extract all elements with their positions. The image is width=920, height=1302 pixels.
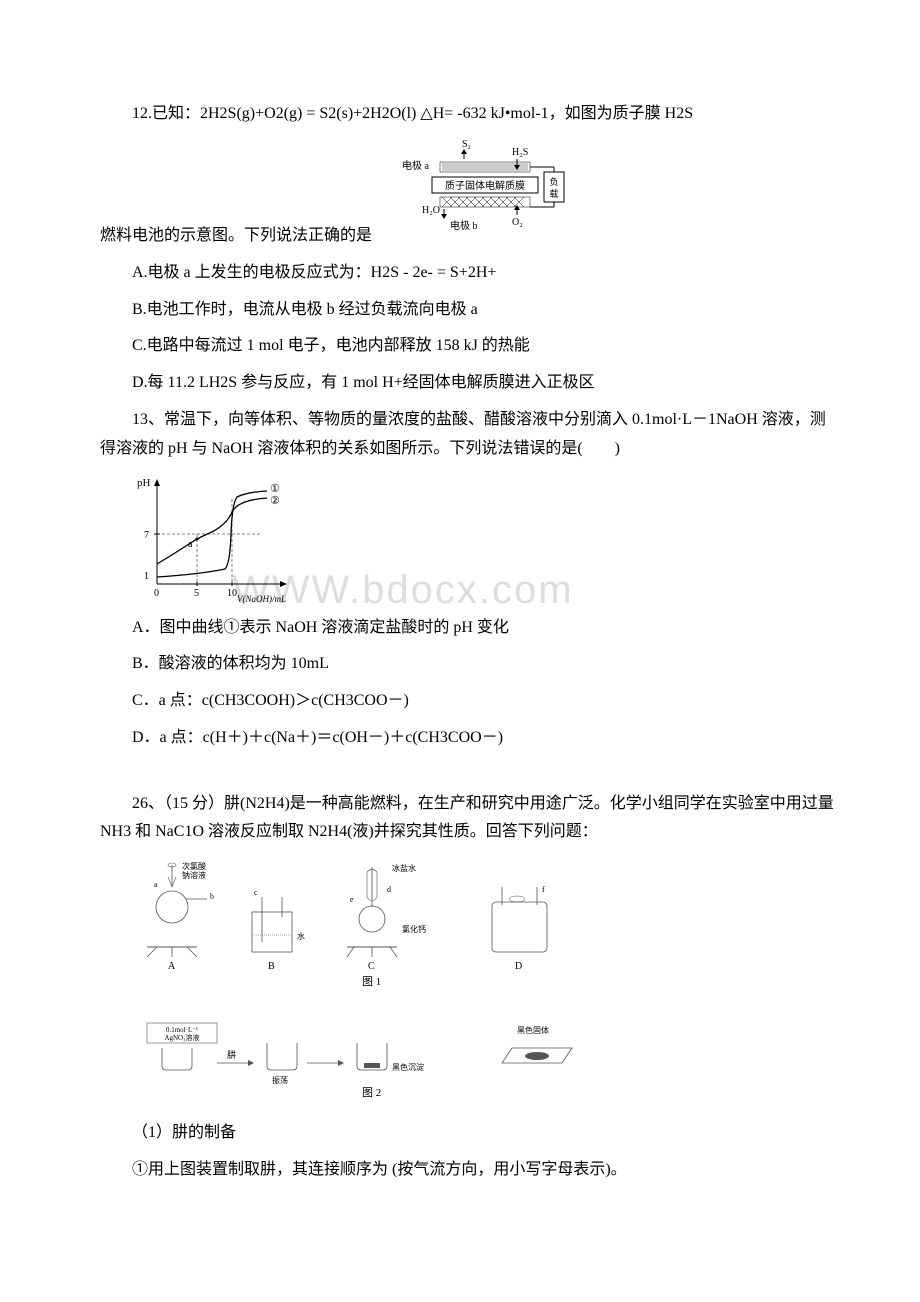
svg-text:5: 5	[194, 588, 199, 599]
svg-text:AgNO₃溶液: AgNO₃溶液	[164, 1033, 199, 1042]
q12-stem-part1: 12.已知：2H2S(g)+O2(g) = S2(s)+2H2O(l) △H= …	[132, 105, 693, 122]
q13-optC: C．a 点：c(CH3COOH)＞c(CH3COO－)	[132, 692, 409, 709]
q12-optC: C.电路中每流过 1 mol 电子，电池内部释放 158 kJ 的热能	[132, 337, 530, 354]
svg-text:C: C	[368, 961, 375, 972]
q13-stem: 13、常温下，向等体积、等物质的量浓度的盐酸、醋酸溶液中分别滴入 0.1mol·…	[100, 411, 826, 457]
svg-text:振荡: 振荡	[272, 1075, 288, 1085]
svg-text:7: 7	[144, 530, 149, 541]
svg-text:0: 0	[154, 588, 159, 599]
svg-text:黑色固体: 黑色固体	[517, 1025, 549, 1035]
svg-text:a: a	[154, 880, 158, 889]
membrane-label: 质子固体电解质膜	[445, 179, 525, 192]
apparatus-fig2: 0.1mol·L⁻¹ AgNO₃溶液 肼 振荡 黑色沉淀 黑色固体 图 2	[132, 1008, 632, 1109]
load-label-2: 载	[550, 188, 559, 199]
electrode-a-label: 电极 a	[402, 159, 429, 172]
q12-optD: D.每 11.2 LH2S 参与反应，有 1 mol H+经固体电解质膜进入正极…	[132, 374, 595, 391]
svg-text:B: B	[268, 961, 275, 972]
q12-stem-part2: 燃料电池的示意图。下列说法正确的是	[100, 222, 372, 251]
svg-text:10: 10	[227, 588, 237, 599]
svg-text:b: b	[210, 892, 214, 901]
ph-xlabel: V(NaOH)/mL	[237, 594, 286, 604]
svg-text:肼: 肼	[227, 1049, 236, 1060]
s2-label: S₂	[462, 139, 471, 150]
h2s-label: H₂S	[512, 147, 528, 158]
svg-text:D: D	[515, 961, 522, 972]
h2o-label: H₂O	[422, 205, 440, 216]
svg-text:A: A	[168, 961, 176, 972]
svg-text:a: a	[188, 539, 193, 550]
svg-text:①: ①	[270, 483, 280, 495]
load-label-1: 负	[550, 176, 559, 187]
apparatus-D: f D	[492, 885, 547, 972]
svg-text:0.1mol·L⁻¹: 0.1mol·L⁻¹	[166, 1026, 198, 1034]
apparatus-fig1: 次氯酸 钠溶液 a b A c 水 B 冰盐水	[132, 857, 632, 998]
ph-chart: pH 7 1 0 5 10 V(NaOH)/mL ① ② a WWW.bdocx…	[132, 474, 312, 604]
o2-label: O₂	[512, 217, 523, 228]
fig1-caption: 图 1	[362, 975, 381, 987]
electrode-b-label: 电极 b	[450, 219, 478, 232]
q12-optB: B.电池工作时，电流从电极 b 经过负载流向电极 a	[132, 301, 478, 318]
svg-text:d: d	[387, 885, 391, 894]
apparatus-A: 次氯酸 钠溶液 a b A	[147, 861, 214, 972]
q26-sub1-title: （1）肼的制备	[132, 1124, 236, 1141]
svg-text:冰盐水: 冰盐水	[392, 863, 416, 873]
q13-optB: B．酸溶液的体积均为 10mL	[132, 655, 329, 672]
q26-stem: 26、（15 分）肼(N2H4)是一种高能燃料，在生产和研究中用途广泛。化学小组…	[100, 795, 834, 841]
apparatus-B: c 水 B	[252, 888, 305, 972]
svg-text:水: 水	[297, 931, 305, 941]
svg-text:e: e	[350, 895, 354, 904]
fuel-cell-diagram: S₂ H₂S 电极 a 质子固体电解质膜	[372, 137, 572, 251]
svg-text:黑色沉淀: 黑色沉淀	[392, 1062, 424, 1072]
svg-text:次氯酸: 次氯酸	[182, 861, 206, 871]
q26-sub1-q1: ①用上图装置制取肼，其连接顺序为 (按气流方向，用小写字母表示)。	[132, 1161, 627, 1178]
svg-text:②: ②	[270, 495, 280, 507]
apparatus-C: 冰盐水 d e 氯化钙 C	[347, 863, 426, 972]
svg-text:1: 1	[144, 571, 149, 582]
q13-optD: D．a 点：c(H＋)＋c(Na＋)＝c(OH－)＋c(CH3COO－)	[132, 729, 503, 746]
svg-text:钠溶液: 钠溶液	[182, 870, 206, 880]
svg-text:c: c	[254, 888, 258, 897]
svg-text:氯化钙: 氯化钙	[402, 924, 426, 934]
svg-text:f: f	[542, 885, 545, 894]
ph-ylabel: pH	[137, 477, 151, 489]
fig2-caption: 图 2	[362, 1086, 381, 1098]
q13-optA: A．图中曲线①表示 NaOH 溶液滴定盐酸时的 pH 变化	[132, 619, 509, 636]
q12-optA: A.电极 a 上发生的电极反应式为：H2S - 2e- = S+2H+	[132, 264, 496, 281]
